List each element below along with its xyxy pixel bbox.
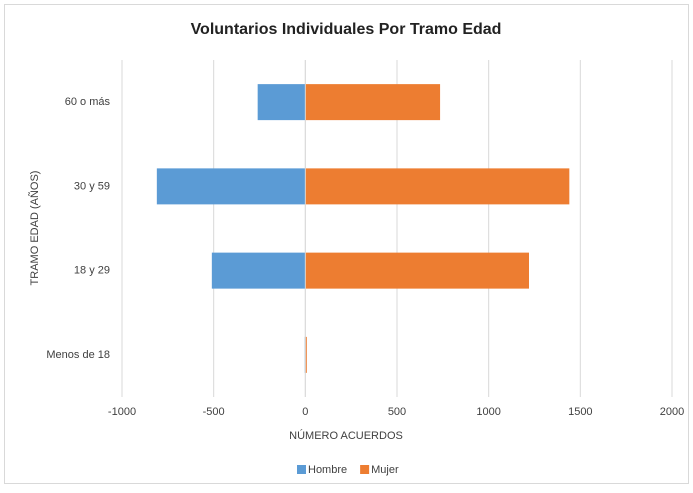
x-tick-label: 1000 [476, 406, 500, 418]
y-tick-label: 18 y 29 [74, 265, 110, 277]
legend-swatch [360, 465, 370, 474]
bar [156, 168, 306, 205]
bar [305, 336, 307, 373]
bar [211, 252, 306, 289]
y-axis-title: TRAMO EDAD (AÑOS) [28, 171, 41, 286]
x-tick-label: 1500 [568, 406, 592, 418]
x-tick-label: 0 [302, 406, 308, 418]
y-tick-label: 60 o más [65, 96, 111, 108]
y-tick-label: 30 y 59 [74, 180, 110, 192]
y-tick-label: Menos de 18 [46, 349, 110, 361]
legend-label: Hombre [308, 464, 347, 476]
x-tick-label: 500 [388, 406, 406, 418]
bar [305, 168, 570, 205]
bar [305, 84, 441, 121]
bar [257, 84, 306, 121]
x-axis-title: NÚMERO ACUERDOS [289, 429, 403, 442]
x-tick-label: -500 [203, 406, 225, 418]
legend-swatch [297, 465, 306, 474]
legend-label: Mujer [371, 464, 399, 476]
chart-title: Voluntarios Individuales Por Tramo Edad [191, 21, 502, 38]
bar [305, 252, 529, 289]
x-tick-label: -1000 [108, 406, 136, 418]
x-tick-label: 2000 [660, 406, 684, 418]
